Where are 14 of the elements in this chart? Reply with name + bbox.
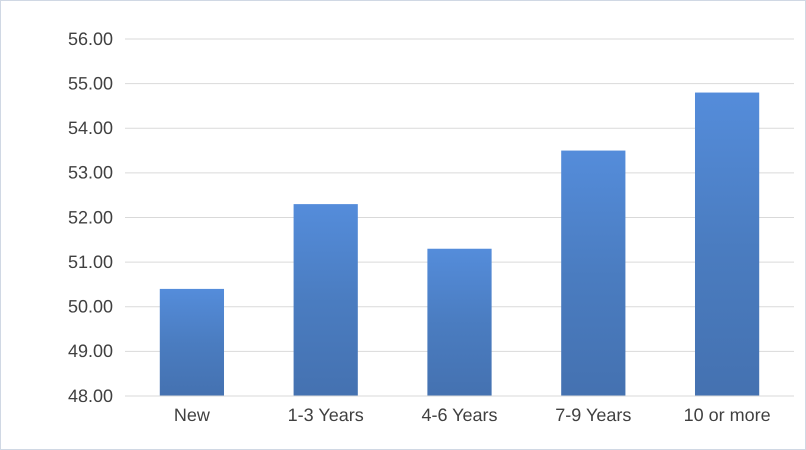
- y-tick-label: 51.00: [68, 252, 113, 272]
- x-tick-label: New: [174, 404, 211, 425]
- x-tick-label: 10 or more: [684, 404, 771, 425]
- x-tick-label: 7-9 Years: [555, 404, 632, 425]
- y-tick-label: 48.00: [68, 386, 113, 406]
- y-tick-label: 50.00: [68, 296, 113, 317]
- y-tick-label: 54.00: [68, 118, 113, 138]
- y-tick-label: 52.00: [68, 207, 113, 228]
- y-tick-label: 53.00: [68, 162, 113, 183]
- y-tick-label: 49.00: [68, 341, 113, 362]
- x-tick-label: 4-6 Years: [421, 404, 498, 425]
- y-tick-label: 56.00: [68, 28, 113, 49]
- y-tick-label: 55.00: [68, 73, 113, 94]
- x-tick-label: 1-3 Years: [288, 404, 364, 425]
